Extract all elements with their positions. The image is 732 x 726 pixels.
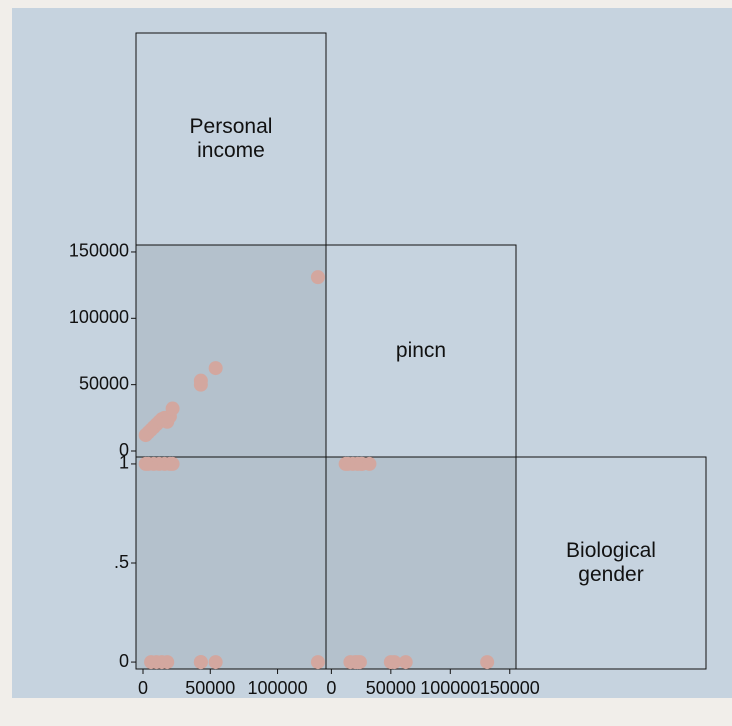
point (193, 655, 208, 670)
point (480, 655, 495, 670)
point (350, 655, 365, 670)
y-tick-label: 150000 (69, 241, 129, 261)
point (362, 456, 377, 471)
y-tick-label: .5 (114, 552, 129, 572)
scatter-panel (135, 456, 327, 670)
y-tick-label: 1 (119, 453, 129, 473)
y-tick-label: 0 (119, 651, 129, 671)
scatter-panel (325, 456, 517, 670)
x-tick-label: 150000 (480, 678, 540, 698)
diagonal-cell (515, 456, 707, 670)
x-tick-label: 50000 (366, 678, 416, 698)
point (208, 361, 223, 376)
point (165, 456, 180, 471)
y-tick-label: 0 (119, 440, 129, 460)
point (208, 655, 223, 670)
x-tick-label: 100000 (248, 678, 308, 698)
y-tick-label: 50000 (79, 373, 129, 393)
x-tick-label: 100000 (420, 678, 480, 698)
point (165, 401, 180, 416)
x-tick-label: 50000 (185, 678, 235, 698)
x-tick-label: 0 (138, 678, 148, 698)
point (193, 373, 208, 388)
variable-label: Personal income (189, 115, 273, 162)
y-tick-label: 100000 (69, 307, 129, 327)
variable-label: Biological gender (566, 539, 656, 586)
point (160, 655, 175, 670)
point (310, 270, 325, 285)
point (387, 655, 402, 670)
point (398, 655, 413, 670)
variable-label: pincn (395, 339, 447, 362)
point (310, 655, 325, 670)
x-tick-label: 0 (326, 678, 336, 698)
